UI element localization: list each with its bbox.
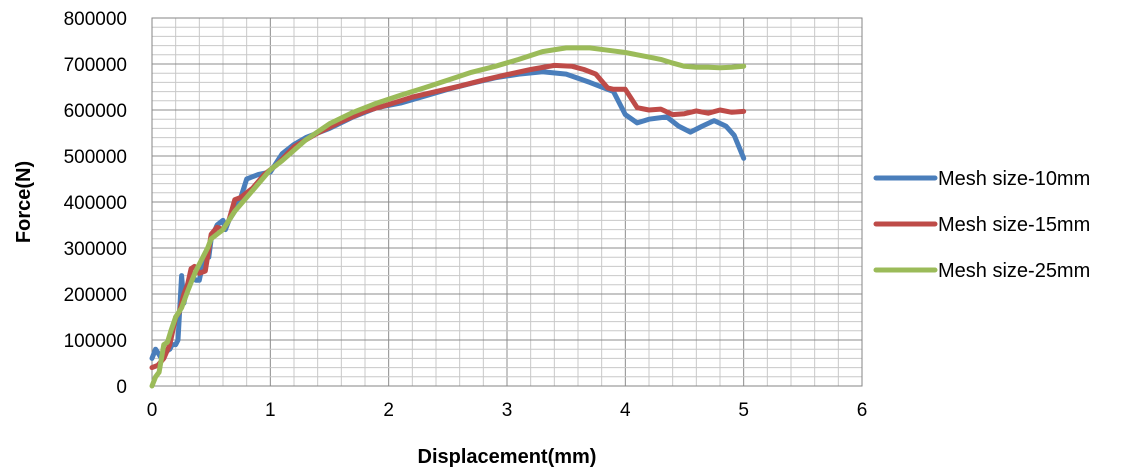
legend-label-2: Mesh size-15mm <box>938 214 1090 236</box>
x-tick-label: 0 <box>147 400 158 421</box>
y-tick-label: 0 <box>116 377 127 398</box>
y-axis-title: Force(N) <box>13 161 35 243</box>
x-tick-label: 3 <box>502 400 513 421</box>
y-tick-label: 600000 <box>64 101 127 122</box>
y-axis-ticks: 0 100000 200000 300000 400000 500000 600000 700… <box>64 9 127 398</box>
y-tick-label: 300000 <box>64 239 127 260</box>
y-tick-label: 200000 <box>64 285 127 306</box>
plot-area <box>151 17 863 387</box>
x-tick-label: 5 <box>738 400 749 421</box>
x-axis-ticks: 0 1 2 3 4 5 6 <box>147 400 868 421</box>
x-tick-label: 6 <box>857 400 868 421</box>
series-lines <box>149 45 747 389</box>
legend: Mesh size-10mm Mesh size-15mm Mesh size-25… <box>873 168 1090 282</box>
series-line-1 <box>149 69 747 361</box>
y-tick-label: 500000 <box>64 147 127 168</box>
series-line-3 <box>149 45 747 389</box>
legend-label-1: Mesh size-10mm <box>938 168 1090 190</box>
y-tick-label: 400000 <box>64 193 127 214</box>
x-tick-label: 1 <box>265 400 276 421</box>
y-tick-label: 800000 <box>64 9 127 30</box>
x-tick-label: 4 <box>620 400 631 421</box>
x-axis-title: Displacement(mm) <box>418 446 597 468</box>
x-tick-label: 2 <box>383 400 394 421</box>
y-tick-label: 700000 <box>64 55 127 76</box>
y-tick-label: 100000 <box>64 331 127 352</box>
legend-label-3: Mesh size-25mm <box>938 260 1090 282</box>
series-line-2 <box>149 62 747 371</box>
gridlines <box>151 17 863 387</box>
